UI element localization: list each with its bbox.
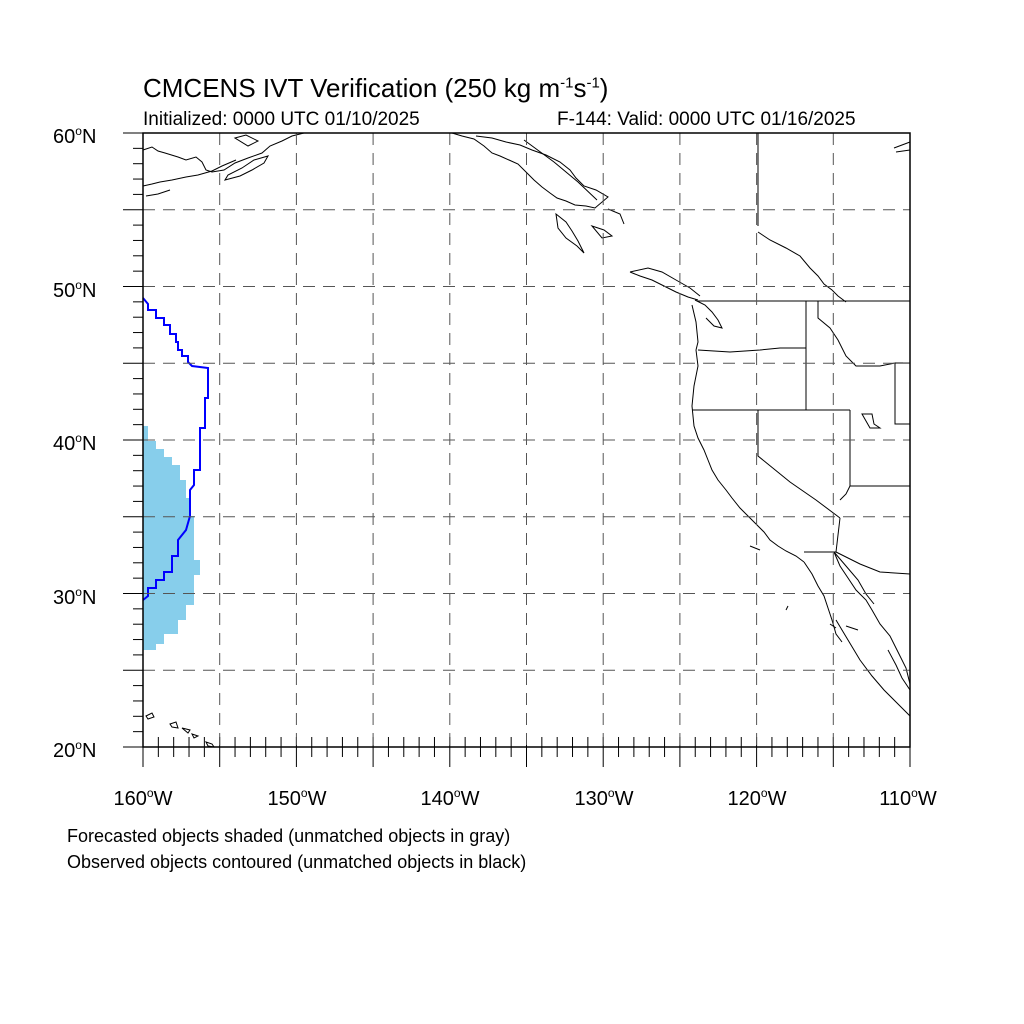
lat-label-40: 40oN — [53, 431, 97, 455]
lon-label-140: 140oW — [420, 786, 480, 810]
init-time-label: Initialized: 0000 UTC 01/10/2025 — [143, 109, 420, 130]
map-title: CMCENS IVT Verification (250 kg m-1s-1) — [143, 73, 609, 103]
hawaii-islands — [145, 712, 216, 748]
valid-time-label: F-144: Valid: 0000 UTC 01/16/2025 — [557, 109, 856, 130]
forecast-legend-note: Forecasted objects shaded (unmatched obj… — [67, 826, 511, 846]
lat-label-30: 30oN — [53, 585, 97, 609]
coastlines — [142, 132, 911, 717]
observed-ivt-contour — [142, 297, 209, 601]
lon-label-130: 130oW — [574, 786, 634, 810]
lon-label-110: 110oW — [879, 786, 937, 810]
forecast-ivt-object — [143, 426, 200, 650]
lon-label-160: 160oW — [113, 786, 173, 810]
observed-legend-note: Observed objects contoured (unmatched ob… — [67, 852, 527, 872]
lon-label-120: 120oW — [727, 786, 787, 810]
lat-label-20: 20oN — [53, 738, 97, 762]
lon-label-150: 150oW — [267, 786, 327, 810]
lat-label-50: 50oN — [53, 278, 97, 302]
map-frame — [142, 132, 911, 748]
grid-lines — [143, 133, 910, 747]
axis-ticks — [123, 132, 911, 767]
boundaries — [692, 133, 911, 575]
lat-label-60: 60oN — [53, 124, 97, 148]
